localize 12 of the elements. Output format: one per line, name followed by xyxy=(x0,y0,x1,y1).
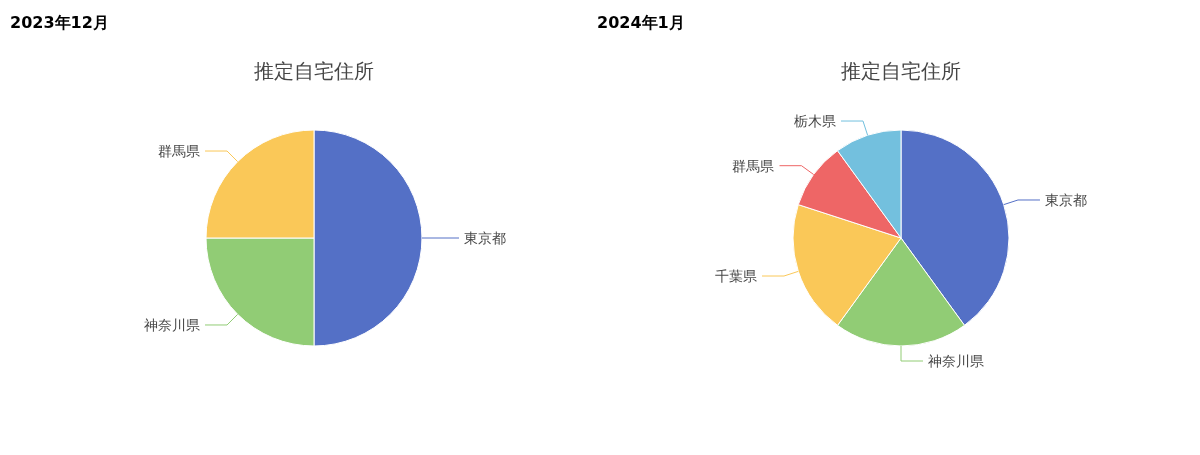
slice-label: 東京都 xyxy=(1044,191,1087,208)
slice-label: 栃木県 xyxy=(793,113,836,130)
slice-label: 東京都 xyxy=(464,230,506,246)
chart-title: 2023年12月 xyxy=(10,13,109,32)
slice-label: 神奈川県 xyxy=(144,316,201,333)
slice-label: 群馬県 xyxy=(158,143,201,160)
chart-subtitle: 推定自宅住所 xyxy=(841,59,961,83)
slice-label: 群馬県 xyxy=(732,157,775,174)
chart-subtitle: 推定自宅住所 xyxy=(254,59,374,83)
chart-title: 2024年1月 xyxy=(597,13,685,32)
slice-label: 神奈川県 xyxy=(928,353,984,369)
slice-label: 千葉県 xyxy=(715,268,758,285)
